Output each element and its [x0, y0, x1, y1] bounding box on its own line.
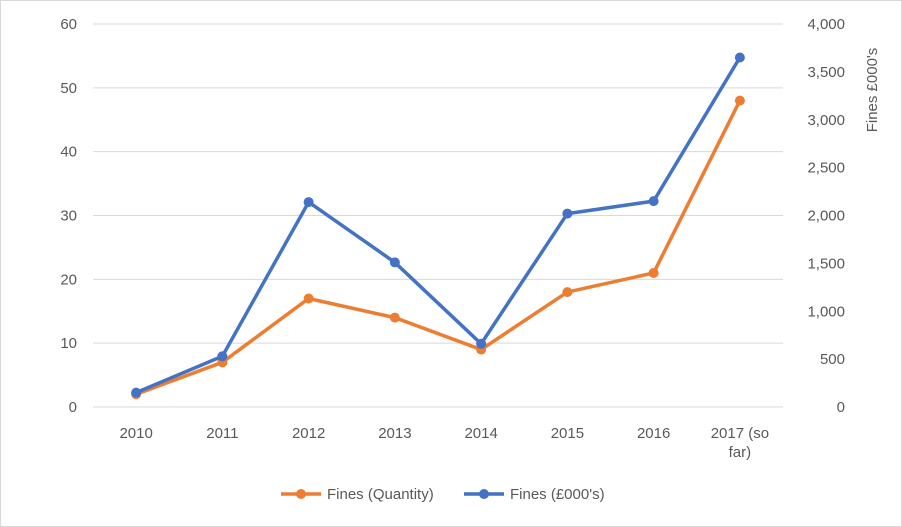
x-tick-label: 2016 — [637, 425, 670, 442]
x-tick-label: 2014 — [464, 425, 497, 442]
data-point — [562, 208, 573, 219]
x-tick-label: 2012 — [292, 425, 325, 442]
right-tick-label: 500 — [820, 351, 845, 368]
x-axis-ticks: 2010 2011 2012 2013 2014 2015 2016 2017 (so far) — [119, 425, 769, 461]
left-tick-label: 50 — [60, 80, 77, 97]
series — [131, 52, 745, 400]
right-tick-label: 1,500 — [807, 255, 845, 272]
x-tick-label: 2015 — [551, 425, 584, 442]
left-tick-label: 10 — [60, 335, 77, 352]
left-tick-label: 30 — [60, 208, 77, 225]
legend-label: Fines (£000's) — [510, 486, 605, 503]
right-tick-label: 2,500 — [807, 160, 845, 177]
data-point — [476, 338, 487, 349]
legend-label: Fines (Quantity) — [327, 486, 434, 503]
right-tick-label: 0 — [837, 399, 845, 416]
legend-item-0: Fines (Quantity) — [281, 486, 434, 503]
legend-swatch-marker — [479, 489, 489, 499]
right-tick-label: 3,500 — [807, 64, 845, 81]
right-tick-label: 1,000 — [807, 303, 845, 320]
x-tick-label: 2011 — [206, 425, 238, 442]
left-tick-label: 0 — [69, 399, 77, 416]
data-point — [734, 95, 745, 106]
data-point — [389, 312, 400, 323]
data-point — [217, 351, 228, 362]
gridlines — [93, 23, 783, 408]
series-line — [134, 55, 742, 395]
legend-item-1: Fines (£000's) — [464, 486, 605, 503]
left-tick-label: 20 — [60, 271, 77, 288]
series-line — [134, 98, 742, 396]
data-point — [734, 52, 745, 63]
data-point — [389, 257, 400, 268]
data-point — [131, 387, 142, 398]
right-tick-label: 4,000 — [807, 16, 845, 33]
x-tick-label: 2013 — [378, 425, 411, 442]
right-axis-label: Fines £000's — [864, 48, 881, 133]
left-tick-label: 40 — [60, 144, 77, 161]
legend-swatch-marker — [296, 489, 306, 499]
right-tick-label: 3,000 — [807, 112, 845, 129]
legend: Fines (Quantity) Fines (£000's) — [281, 486, 605, 503]
right-axis-ticks: 0 500 1,000 1,500 2,000 2,500 3,000 3,500 4,000 — [807, 16, 845, 416]
series-1 — [131, 52, 745, 398]
x-tick-label: 2017 (so far) — [711, 425, 769, 461]
data-point — [562, 287, 573, 298]
data-point — [648, 267, 659, 278]
left-tick-label: 60 — [60, 16, 77, 33]
data-point — [303, 197, 314, 208]
left-axis-ticks: 0 10 20 30 40 50 60 — [60, 16, 77, 416]
data-point — [303, 293, 314, 304]
right-tick-label: 2,000 — [807, 208, 845, 225]
data-point — [648, 196, 659, 207]
x-tick-label: 2010 — [119, 425, 152, 442]
